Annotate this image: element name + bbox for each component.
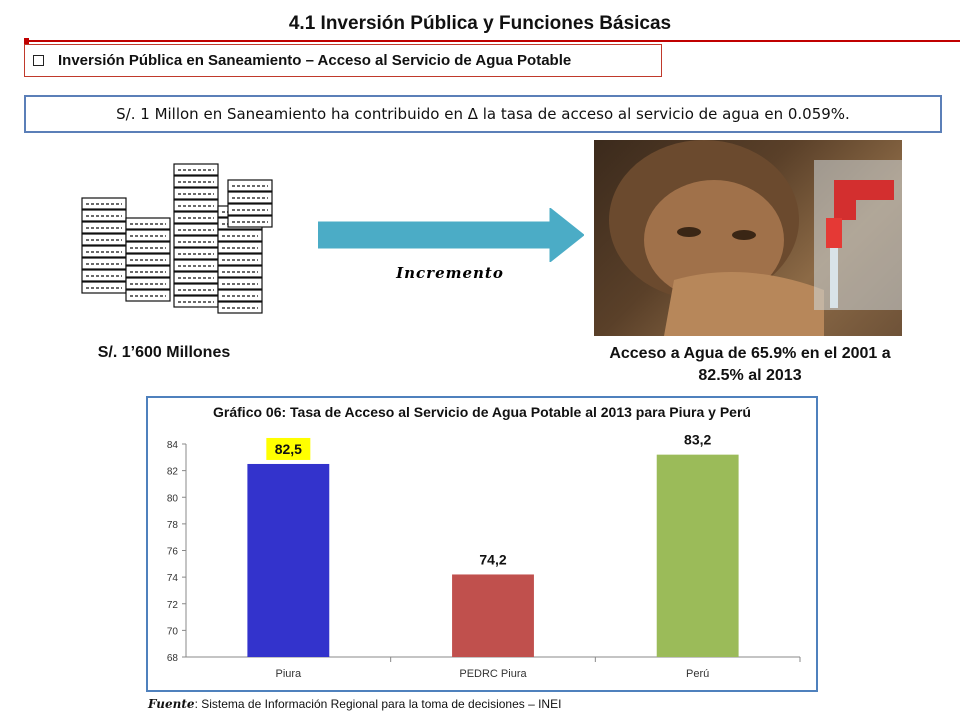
bar-0 xyxy=(247,463,330,657)
y-tick-label: 80 xyxy=(167,493,179,504)
title-underline-tick xyxy=(24,38,29,44)
data-label-highlight xyxy=(266,437,311,460)
source-note: Fuente: Sistema de Información Regional … xyxy=(148,697,561,711)
y-tick-label: 68 xyxy=(167,653,179,664)
key-finding-statement: S/. 1 Millon en Saneamiento ha contribui… xyxy=(24,95,942,133)
chart-title: Gráfico 06: Tasa de Acceso al Servicio d… xyxy=(213,404,751,420)
section-subheading: Inversión Pública en Saneamiento – Acces… xyxy=(24,44,662,77)
x-tick-label: PEDRC Piura xyxy=(459,668,527,680)
money-stacks-icon xyxy=(81,163,273,314)
y-tick-label: 76 xyxy=(167,547,179,558)
title-underline xyxy=(27,40,960,42)
bar-1 xyxy=(452,574,534,657)
child-drinking-water-photo xyxy=(594,140,902,336)
y-tick-label: 84 xyxy=(167,440,179,451)
y-tick-label: 70 xyxy=(167,626,179,637)
checkbox-bullet-icon xyxy=(33,55,44,66)
data-label: 83,2 xyxy=(684,432,711,448)
water-access-label-line2: 82.5% al 2013 xyxy=(698,367,802,384)
y-tick-label: 72 xyxy=(167,600,179,611)
bar-2 xyxy=(656,454,739,657)
investment-amount-label: S/. 1’600 Millones xyxy=(97,344,231,361)
y-tick-label: 82 xyxy=(167,467,179,478)
bar-chart: 68 70 72 74 76 78 80 82 84 Piura 82,5 PEDRC Piura 74… xyxy=(167,432,801,680)
increase-arrow-icon xyxy=(318,208,584,262)
data-label: 74,2 xyxy=(479,551,506,567)
source-label: Fuente xyxy=(148,697,195,711)
page-title: 4.1 Inversión Pública y Funciones Básica… xyxy=(288,13,672,34)
y-tick-label: 74 xyxy=(167,573,179,584)
subheading-text: Inversión Pública en Saneamiento – Acces… xyxy=(58,52,572,69)
chart-frame: Gráfico 06: Tasa de Acceso al Servicio d… xyxy=(146,396,818,692)
water-access-label: Acceso a Agua de 65.9% en el 2001 a 82.5… xyxy=(570,343,930,387)
data-label: 82,5 xyxy=(275,441,302,457)
increment-label: Incremento xyxy=(396,264,504,282)
y-tick-label: 78 xyxy=(167,520,179,531)
x-tick-label: Perú xyxy=(686,668,709,680)
source-text: : Sistema de Información Regional para l… xyxy=(194,697,562,711)
water-access-label-line1: Acceso a Agua de 65.9% en el 2001 a xyxy=(609,345,891,362)
x-tick-label: Piura xyxy=(275,668,302,680)
